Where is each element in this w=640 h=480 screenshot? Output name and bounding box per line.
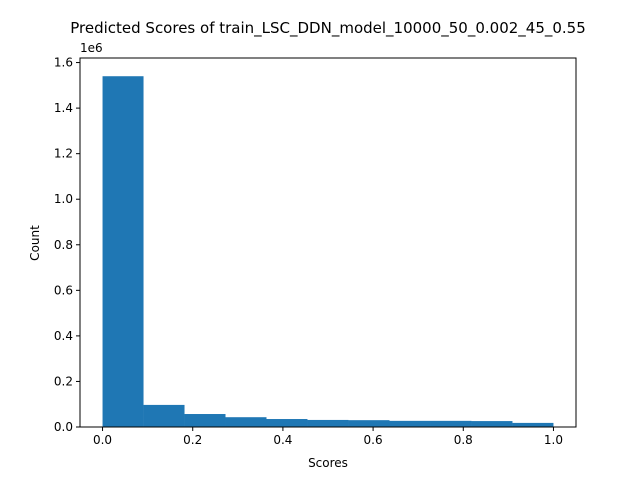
y-tick-label: 0.0 [54, 420, 73, 434]
y-tick-label: 1.6 [54, 56, 73, 70]
chart-title: Predicted Scores of train_LSC_DDN_model_… [70, 19, 586, 38]
plot-frame [79, 57, 577, 428]
histogram-bar [307, 419, 349, 427]
x-tick-label: 0.2 [183, 433, 202, 447]
x-tick-label: 0.8 [454, 433, 473, 447]
y-tick-label: 0.6 [54, 283, 73, 297]
y-tick-label: 1.0 [54, 192, 73, 206]
y-axis-label: Count [28, 225, 42, 261]
x-ticks-group: 0.0 0.2 0.4 0.6 0.8 1.0 [93, 427, 563, 447]
histogram-bar [143, 404, 185, 427]
y-tick-label: 0.4 [54, 329, 73, 343]
x-tick-label: 0.4 [273, 433, 292, 447]
y-ticks-group: 0.0 0.2 0.4 0.6 0.8 1.0 1.2 1.4 1.6 [54, 56, 80, 434]
histogram-bar [225, 417, 267, 427]
y-offset-label: 1e6 [80, 41, 103, 55]
y-tick-label: 0.2 [54, 374, 73, 388]
histogram-bar [102, 76, 144, 427]
y-tick-label: 1.4 [54, 101, 73, 115]
x-axis-label: Scores [308, 456, 348, 470]
histogram-bar [512, 422, 554, 427]
histogram-bar [389, 420, 431, 427]
x-tick-label: 0.6 [364, 433, 383, 447]
histogram-bar [184, 414, 226, 427]
histogram-bar [266, 419, 308, 427]
x-tick-label: 0.0 [93, 433, 112, 447]
y-tick-label: 1.2 [54, 147, 73, 161]
histogram-bar [430, 420, 472, 427]
y-tick-label: 0.8 [54, 238, 73, 252]
histogram-bar [348, 420, 390, 427]
x-tick-label: 1.0 [544, 433, 563, 447]
bars-group [102, 76, 554, 427]
histogram-bar [471, 421, 513, 427]
